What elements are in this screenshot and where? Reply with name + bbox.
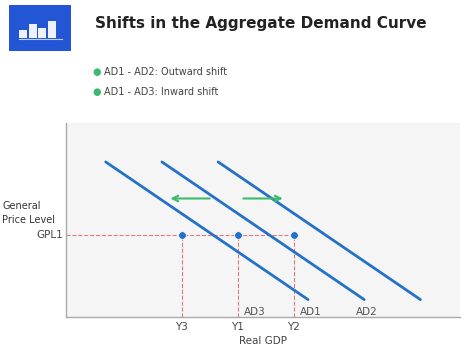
Text: AD2: AD2 [356, 308, 378, 318]
Text: Shifts in the Aggregate Demand Curve: Shifts in the Aggregate Demand Curve [95, 16, 427, 31]
Text: Price Level: Price Level [2, 215, 55, 225]
FancyBboxPatch shape [3, 1, 77, 56]
Text: AD3: AD3 [244, 308, 265, 318]
Text: AD1 - AD2: Outward shift: AD1 - AD2: Outward shift [104, 67, 228, 77]
Text: AD1 - AD3: Inward shift: AD1 - AD3: Inward shift [104, 87, 219, 96]
Text: General: General [2, 201, 41, 211]
Text: GPL1: GPL1 [37, 230, 64, 240]
FancyBboxPatch shape [38, 28, 46, 38]
Text: ●: ● [92, 87, 101, 96]
Text: ●: ● [92, 67, 101, 77]
FancyBboxPatch shape [48, 21, 56, 38]
FancyBboxPatch shape [18, 30, 27, 38]
X-axis label: Real GDP: Real GDP [239, 336, 287, 346]
FancyBboxPatch shape [28, 25, 36, 38]
Text: AD1: AD1 [300, 308, 322, 318]
